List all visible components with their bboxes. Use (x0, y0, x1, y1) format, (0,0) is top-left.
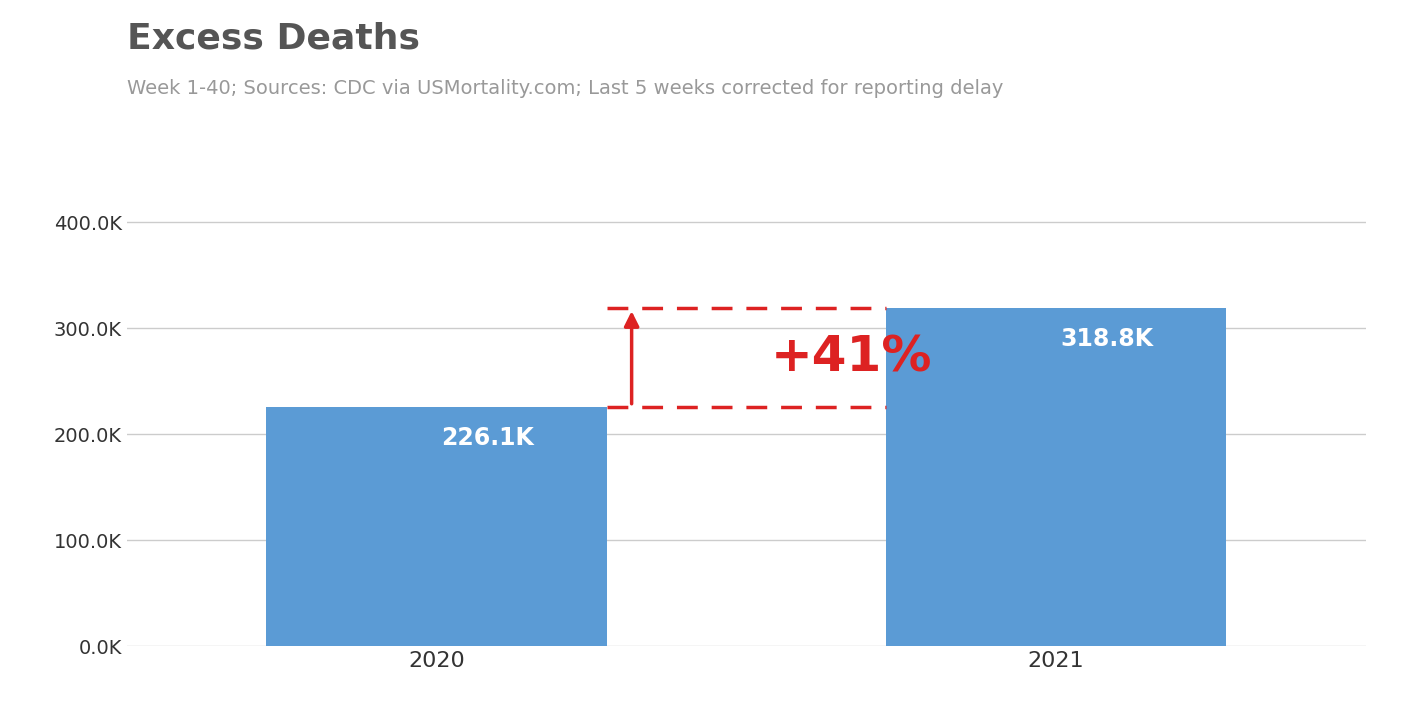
Bar (886, 308, 1226, 646)
Text: +41%: +41% (772, 333, 932, 381)
Text: Excess Deaths: Excess Deaths (127, 22, 420, 55)
Text: Week 1-40; Sources: CDC via USMortality.com; Last 5 weeks corrected for reportin: Week 1-40; Sources: CDC via USMortality.… (127, 79, 1002, 98)
Text: 318.8K: 318.8K (1060, 327, 1153, 351)
Text: 226.1K: 226.1K (441, 426, 534, 449)
Bar (266, 406, 607, 646)
